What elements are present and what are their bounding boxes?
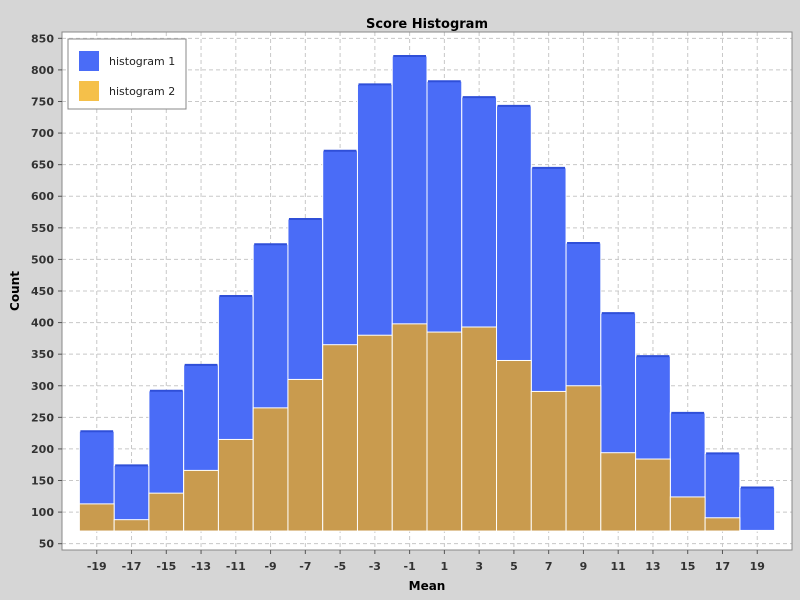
y-tick-label: 150: [31, 475, 54, 488]
bar-histogram-2: [148, 492, 185, 532]
y-tick-label: 250: [31, 411, 54, 424]
y-tick-label: 400: [31, 317, 54, 330]
bar-histogram-2: [287, 378, 324, 532]
axes-layer: 50 100 150 200 250 300 350 400 450 500 550 600 650 70…: [31, 31, 793, 573]
legend: histogram 1 histogram 2: [67, 38, 187, 110]
x-tick-label: 17: [715, 560, 730, 573]
bar-histogram-1: [739, 486, 776, 532]
y-tick-label: 800: [31, 64, 54, 77]
bar-histogram-2: [217, 438, 254, 532]
bar-histogram-2: [426, 331, 463, 532]
bar-histogram-2: [704, 517, 741, 532]
bar-histogram-2: [600, 452, 637, 532]
bar-histogram-2: [356, 334, 393, 532]
bars-layer: [78, 55, 776, 532]
bar-histogram-2: [496, 359, 532, 532]
y-tick-label: 200: [31, 443, 54, 456]
y-tick-label: 600: [31, 190, 54, 203]
x-tick-label: 9: [580, 560, 588, 573]
y-tick-label: 350: [31, 348, 54, 361]
x-tick-label: -19: [87, 560, 107, 573]
bar-histogram-2: [322, 344, 358, 532]
chart-title: Score Histogram: [366, 17, 488, 32]
bar-histogram-2: [635, 458, 671, 532]
y-tick-label: 750: [31, 95, 54, 108]
x-tick-label: -15: [156, 560, 176, 573]
legend-swatch: [79, 81, 99, 101]
y-tick-label: 50: [39, 538, 55, 551]
legend-label: histogram 2: [109, 85, 175, 98]
x-tick-label: 13: [645, 560, 660, 573]
x-tick-label: -3: [369, 560, 381, 573]
x-tick-label: -17: [122, 560, 142, 573]
x-tick-label: -9: [264, 560, 276, 573]
x-tick-label: 3: [475, 560, 483, 573]
x-axis-label: Mean: [409, 579, 446, 593]
legend-label: histogram 1: [109, 55, 175, 68]
bar-histogram-2: [739, 529, 776, 532]
bar-histogram-2: [669, 496, 706, 532]
bar-histogram-2: [565, 385, 602, 532]
bar-histogram-2: [252, 407, 289, 532]
bar-histogram-2: [461, 326, 498, 532]
bar-histogram-2: [113, 519, 150, 532]
x-tick-label: -5: [334, 560, 346, 573]
bar-histogram-2: [183, 469, 219, 532]
x-tick-label: -11: [226, 560, 246, 573]
y-tick-label: 100: [31, 506, 54, 519]
bar-histogram-2: [530, 390, 567, 532]
y-tick-label: 300: [31, 380, 54, 393]
y-axis-label: Count: [8, 271, 22, 311]
y-tick-label: 700: [31, 127, 54, 140]
y-tick-label: 650: [31, 159, 54, 172]
y-tick-label: 850: [31, 32, 54, 45]
x-tick-label: 5: [510, 560, 518, 573]
x-tick-label: 1: [441, 560, 449, 573]
x-tick-label: -13: [191, 560, 211, 573]
y-tick-label: 450: [31, 285, 54, 298]
x-tick-label: 11: [611, 560, 626, 573]
bar-histogram-2: [391, 323, 428, 532]
y-tick-label: 500: [31, 253, 54, 266]
y-tick-label: 550: [31, 222, 54, 235]
bar-histogram-2: [78, 503, 115, 532]
x-tick-label: 15: [680, 560, 695, 573]
x-tick-label: 19: [750, 560, 765, 573]
x-tick-label: -1: [404, 560, 416, 573]
x-tick-label: -7: [299, 560, 311, 573]
x-tick-label: 7: [545, 560, 553, 573]
legend-swatch: [79, 51, 99, 71]
